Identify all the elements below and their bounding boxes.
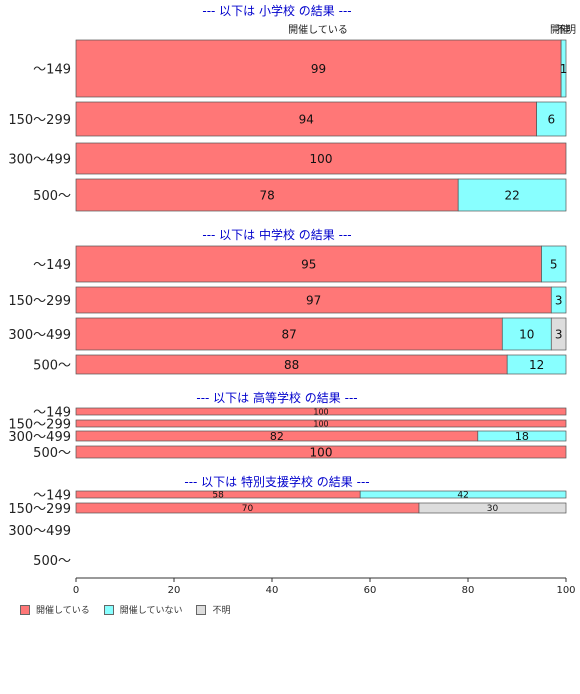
top-label-not-held: 開催 [550, 23, 570, 36]
category-label: 500〜 [33, 189, 71, 204]
legend-item-not-held: 開催していない [103, 603, 183, 616]
category-label: 150〜299 [8, 113, 71, 128]
data-label: 82 [270, 430, 284, 443]
bar-segment [560, 39, 567, 98]
data-label: 22 [504, 188, 519, 202]
bar-segment [75, 286, 552, 314]
bar-segment [75, 142, 567, 175]
data-label: 100 [313, 407, 328, 416]
category-label: 500〜 [33, 359, 71, 374]
bar-segment [359, 490, 567, 499]
bar-segment [550, 317, 567, 351]
data-label: 94 [299, 112, 314, 126]
x-tick-label: 0 [73, 585, 79, 596]
data-label: 6 [547, 112, 555, 126]
category-label: 300〜499 [8, 430, 71, 445]
category-label: 300〜499 [8, 153, 71, 168]
data-label: 10 [519, 327, 534, 341]
bar-segment [418, 502, 567, 514]
bar-segment [75, 419, 567, 428]
bar-segment [457, 178, 567, 212]
legend-item-unknown: 不明 [196, 603, 230, 616]
x-tick-label: 80 [462, 585, 475, 596]
data-label: 97 [306, 293, 321, 307]
panel-title: --- 以下は 小学校 の結果 --- [202, 3, 351, 18]
bar-segment [75, 407, 567, 416]
data-label: 42 [457, 491, 468, 501]
data-label: 100 [310, 152, 333, 166]
legend-label-held: 開催している [36, 606, 90, 616]
category-label: 150〜299 [8, 418, 71, 433]
bar-segment [477, 430, 567, 442]
legend-swatch-held [20, 604, 30, 615]
data-label: 87 [282, 327, 297, 341]
bar-segment [550, 286, 567, 314]
legend-label-not-held: 開催していない [119, 606, 183, 616]
category-label: 300〜499 [8, 524, 71, 539]
category-label: 500〜 [33, 446, 71, 461]
bar-segment [501, 317, 552, 351]
top-label-held: 開催している [288, 23, 348, 36]
legend: 開催している 開催していない 不明 [20, 603, 230, 616]
legend-swatch-unknown [196, 604, 207, 615]
category-label: 500〜 [33, 554, 71, 569]
data-label: 58 [212, 491, 224, 501]
legend-label-unknown: 不明 [212, 606, 231, 616]
bar-segment [75, 317, 503, 351]
data-label: 99 [311, 62, 326, 76]
x-tick-label: 20 [168, 585, 181, 596]
panel-title: --- 以下は 高等学校 の結果 --- [196, 390, 357, 405]
data-label: 78 [259, 188, 274, 202]
category-label: 150〜299 [8, 502, 71, 517]
data-label: 95 [301, 257, 316, 271]
data-label: 12 [529, 358, 544, 372]
data-label: 70 [242, 504, 254, 514]
legend-swatch-not-held [103, 604, 114, 615]
data-label: 100 [310, 445, 333, 459]
x-tick-label: 100 [556, 585, 575, 596]
bar-segment [75, 445, 567, 459]
category-label: 300〜499 [8, 328, 71, 343]
bar-segment [75, 245, 542, 283]
bar-segment [75, 178, 459, 212]
category-label: 150〜299 [8, 294, 71, 309]
top-label-unknown: 不明 [556, 24, 576, 36]
category-label: 〜149 [33, 406, 71, 421]
x-tick-label: 60 [364, 585, 377, 596]
panel-title: --- 以下は 中学校 の結果 --- [202, 227, 351, 242]
category-label: 〜149 [33, 258, 71, 273]
legend-item-held: 開催している [20, 603, 90, 616]
x-tick-label: 40 [266, 585, 279, 596]
bar-segment [506, 354, 567, 375]
data-label: 30 [487, 504, 499, 514]
bar-segment [536, 101, 567, 137]
data-label: 1 [560, 62, 568, 76]
data-label: 5 [550, 257, 558, 271]
category-label: 〜149 [33, 489, 71, 504]
panel-title: --- 以下は 特別支援学校 の結果 --- [184, 474, 369, 489]
bar-segment [541, 245, 567, 283]
data-label: 18 [515, 430, 529, 443]
data-label: 88 [284, 358, 299, 372]
data-label: 3 [555, 327, 563, 341]
data-label: 100 [313, 419, 328, 428]
data-label: 3 [555, 293, 563, 307]
category-label: 〜149 [33, 63, 71, 78]
